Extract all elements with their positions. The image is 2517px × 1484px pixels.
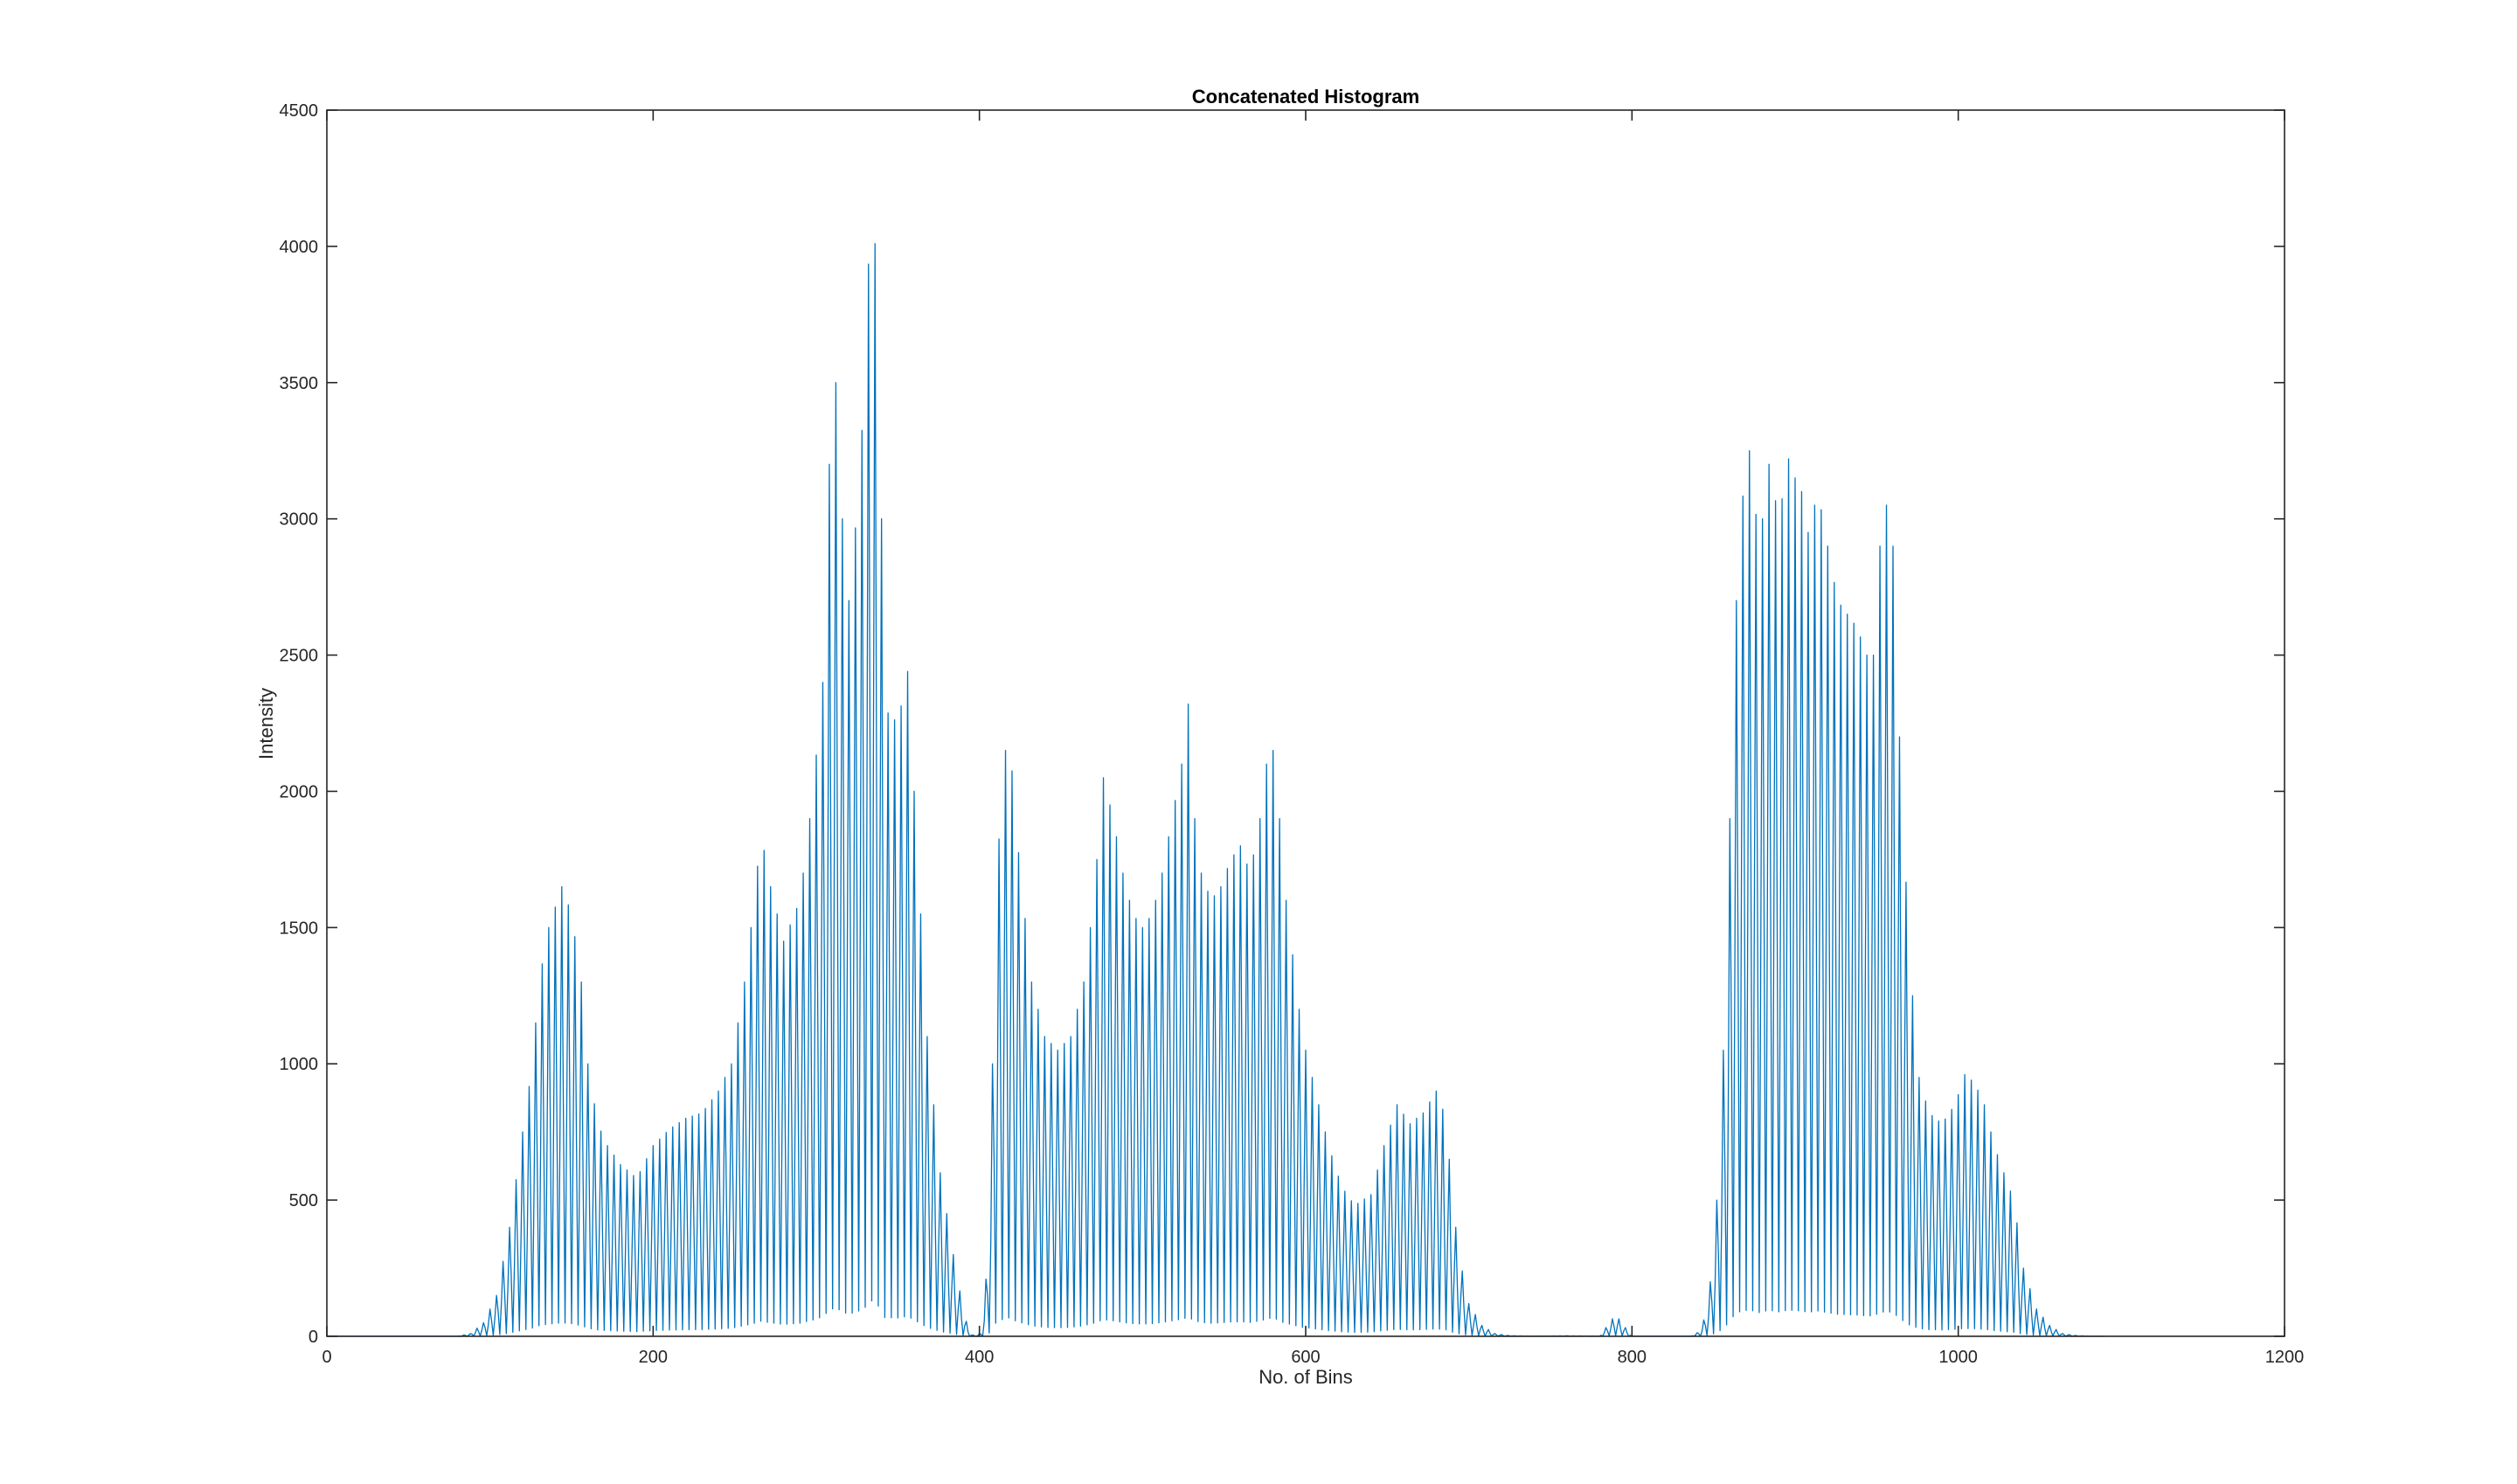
- x-tick-label: 1200: [2265, 1348, 2305, 1367]
- histogram-series-line: [327, 243, 2105, 1337]
- y-axis-label: Intensity: [255, 688, 277, 759]
- plot-area: [326, 109, 2285, 1337]
- y-tick-label: 1000: [280, 1055, 319, 1074]
- y-tick-labels: 0 500 1000 1500 2000 2500 3000 3500 4000 4500: [280, 101, 319, 1347]
- chart-title: Concatenated Histogram: [1192, 86, 1419, 107]
- x-tick-label: 1000: [1938, 1348, 1978, 1367]
- y-tick-label: 2000: [280, 782, 319, 801]
- y-tick-label: 0: [309, 1328, 318, 1347]
- x-tick-labels: 0 200 400 600 800 1000 1200: [322, 1348, 2304, 1367]
- y-tick-label: 3500: [280, 374, 319, 393]
- y-tick-label: 2500: [280, 647, 319, 666]
- x-tick-label: 200: [639, 1348, 668, 1367]
- y-tick-label: 3000: [280, 510, 319, 530]
- y-tick-label: 1500: [280, 919, 319, 938]
- x-tick-label: 400: [965, 1348, 994, 1367]
- series-layer: [327, 243, 2105, 1337]
- y-tick-label: 500: [289, 1191, 318, 1210]
- x-tick-label: 800: [1618, 1348, 1647, 1367]
- x-tick-label: 0: [322, 1348, 331, 1367]
- y-tick-label: 4000: [280, 238, 319, 257]
- x-axis-label: No. of Bins: [1258, 1366, 1353, 1388]
- y-tick-label: 4500: [280, 101, 319, 121]
- axes-box: [326, 109, 2285, 1337]
- x-tick-label: 600: [1291, 1348, 1320, 1367]
